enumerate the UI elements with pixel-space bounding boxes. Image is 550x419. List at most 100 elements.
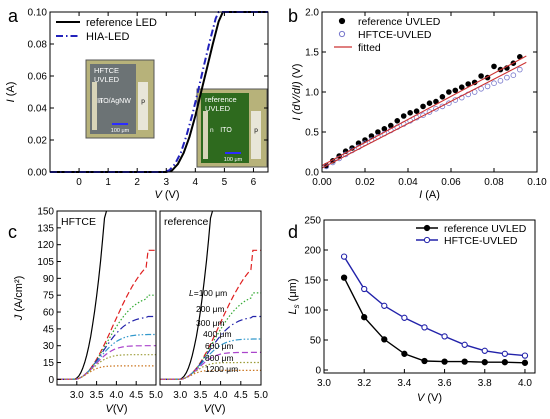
b-xtick-label: 0.04 xyxy=(398,177,418,188)
fitted-line xyxy=(321,55,527,167)
inset-n-label: n xyxy=(99,98,103,105)
data-point xyxy=(478,73,484,79)
a-xtick-label: 2 xyxy=(134,177,140,188)
data-point xyxy=(497,78,504,84)
series-line xyxy=(343,256,526,357)
data-point xyxy=(484,83,491,90)
length-annotation: 1200 μm xyxy=(205,364,238,374)
legend-marker xyxy=(338,30,346,38)
axes-a-frame xyxy=(49,11,269,173)
b-ytick-label: 1.0 xyxy=(305,88,319,99)
series-line xyxy=(57,315,156,380)
c-ytick-label: 0 xyxy=(48,375,54,386)
data-point xyxy=(452,87,459,94)
c0-xtick-label: 3.0 xyxy=(70,390,84,401)
series-line-hia-led xyxy=(50,11,268,173)
data-point xyxy=(381,302,388,309)
data-point xyxy=(421,324,428,331)
length-annotation: 300 μm xyxy=(196,318,225,328)
data-point xyxy=(340,274,348,281)
data-point xyxy=(413,108,420,114)
c1-xtick-label: 4.5 xyxy=(234,390,248,401)
inset-p-contact xyxy=(138,82,148,130)
data-point xyxy=(426,109,433,115)
b-xtick-label: 0.06 xyxy=(441,177,461,188)
inset-chip xyxy=(201,93,249,163)
d-xtick-label: 3.2 xyxy=(357,378,371,389)
a-ytick-label: 0.08 xyxy=(28,40,48,51)
data-point xyxy=(340,253,348,260)
panel-c-line-chart: 3.0 3.5 4.0 4.5 5.0 HFTCE 3.0 3.5 4.0 4.5 5.0 refer… xyxy=(13,207,268,416)
length-annotation: 800 μm xyxy=(205,353,234,363)
panel-label-c: c xyxy=(8,222,17,242)
data-point xyxy=(521,352,529,359)
c0-xtick-label: 4.5 xyxy=(129,390,143,401)
d-ytick-label: 50 xyxy=(310,336,322,347)
a-xtick-label: 0 xyxy=(76,177,82,188)
series-line xyxy=(57,365,156,380)
inset-p-contact xyxy=(251,111,261,159)
d-xtick-label: 3.0 xyxy=(317,378,331,389)
data-point xyxy=(461,358,468,365)
a-xtick-label: 3 xyxy=(163,177,169,188)
axes-c-1-frame xyxy=(159,210,262,386)
c-ytick-label: 150 xyxy=(37,207,54,218)
b-xtick-label: 0.00 xyxy=(312,177,332,188)
c1-xtick-label: 5.0 xyxy=(254,390,268,401)
series-line xyxy=(160,361,261,380)
inset-scale-label: 100 μm xyxy=(224,157,243,163)
legend-label: reference LED xyxy=(86,17,157,29)
series-line xyxy=(57,333,156,380)
inset-p-label: p xyxy=(141,98,145,105)
inset-title-1: HFTCE xyxy=(94,66,119,75)
series-line xyxy=(160,292,261,380)
length-annotation: L=100 μm xyxy=(189,288,227,298)
data-point xyxy=(401,350,408,357)
a-ytick-label: 0.04 xyxy=(28,104,48,115)
d-xtick-label: 3.6 xyxy=(438,378,452,389)
axes-c-0-frame xyxy=(56,210,157,386)
d-ytick-label: 0 xyxy=(315,366,321,377)
a-y-axis-label: I (A) xyxy=(5,82,17,103)
data-point xyxy=(439,94,446,100)
length-annotation: 200 μm xyxy=(196,304,225,314)
inset-title-2: UVLED xyxy=(205,104,231,113)
data-point xyxy=(446,89,452,95)
legend-marker xyxy=(338,17,346,25)
c-ytick-label: 60 xyxy=(43,308,55,319)
panel-b-scatter-chart: 0.00 0.02 0.04 0.06 0.08 0.10 0.0 0.5 1.0 1.5 2.0 I… xyxy=(291,8,547,202)
data-point xyxy=(375,129,381,135)
c1-xtick-label: 3.5 xyxy=(193,390,207,401)
a-xtick-label: 6 xyxy=(251,177,257,188)
legend-label: HFTCE-UVLED xyxy=(444,235,518,247)
c-ytick-label: 135 xyxy=(37,223,54,234)
b-ytick-label: 1.5 xyxy=(305,48,319,59)
d-ytick-label: 200 xyxy=(304,246,321,257)
data-point xyxy=(461,341,468,348)
series-line xyxy=(160,338,261,380)
data-point xyxy=(407,110,413,116)
a-xtick-label: 5 xyxy=(222,177,228,188)
inset-center-label: ITO xyxy=(220,127,232,134)
data-point xyxy=(481,359,488,366)
data-point xyxy=(394,118,401,124)
data-point xyxy=(400,113,407,119)
axes-d-frame xyxy=(323,219,536,374)
c0-xtick-label: 4.0 xyxy=(109,390,123,401)
d-ytick-label: 250 xyxy=(304,216,321,227)
subpanel-label: HFTCE xyxy=(61,216,96,228)
c-x-axis-label-right: V(V) xyxy=(203,403,225,415)
c-ytick-label: 75 xyxy=(43,291,55,302)
c-ytick-label: 90 xyxy=(43,274,55,285)
length-annotation: 600 μm xyxy=(205,341,234,351)
data-point xyxy=(501,359,509,366)
legend-label: reference UVLED xyxy=(444,223,527,235)
data-point xyxy=(361,285,368,293)
data-point xyxy=(420,112,426,118)
c-ytick-label: 120 xyxy=(37,240,54,251)
d-ytick-label: 100 xyxy=(304,306,321,317)
panel-d-line-chart: 3.0 3.2 3.4 3.6 3.8 4.0 0 50 100 150 200 250 V (V) Ls… xyxy=(287,216,536,404)
d-xtick-label: 3.8 xyxy=(478,378,492,389)
